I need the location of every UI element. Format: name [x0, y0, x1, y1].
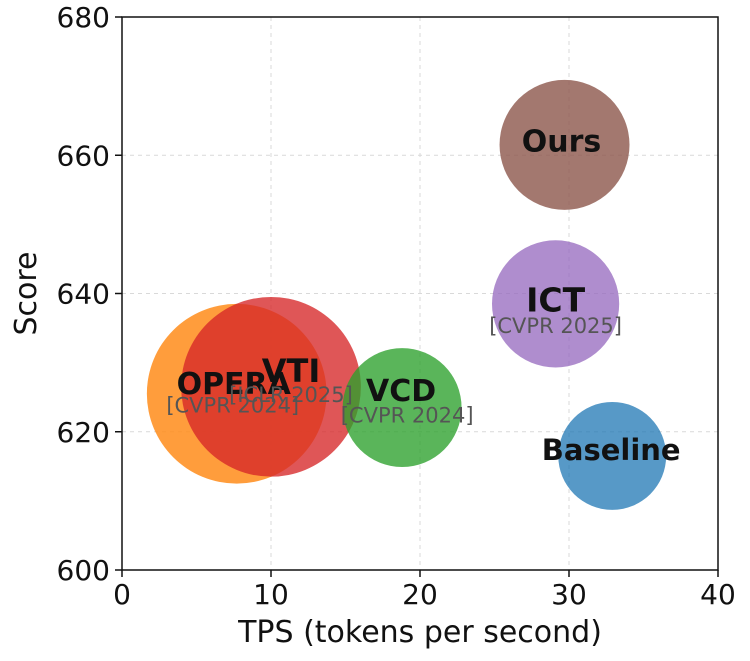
y-tick-label-620: 620	[57, 416, 110, 449]
y-tick-label-600: 600	[57, 554, 110, 587]
x-tick-label-20: 20	[402, 578, 438, 611]
venue-vcd: [CVPR 2024]	[341, 404, 474, 428]
label-baseline: Baseline	[542, 433, 681, 467]
axis-ticks: 0 10 20 30 40 600 620 640 660 680	[57, 1, 736, 611]
bubble-ict	[491, 240, 620, 368]
bubble-vcd	[342, 348, 462, 468]
bubble-baseline	[558, 402, 667, 510]
label-ours: Ours	[522, 124, 602, 159]
x-tick-label-30: 30	[551, 578, 587, 611]
label-vti: VTI	[262, 352, 321, 390]
y-tick-label-660: 660	[57, 139, 110, 172]
label-vcd: VCD	[366, 374, 436, 409]
x-axis-label: TPS (tokens per second)	[237, 615, 602, 650]
y-tick-label-640: 640	[57, 278, 110, 311]
label-opera: OPERA	[177, 367, 292, 402]
venue-vti: [ICLR 2025]	[229, 383, 353, 407]
venue-ict: [CVPR 2025]	[489, 314, 622, 338]
bubble-ours	[499, 79, 630, 210]
label-ict: ICT	[526, 280, 585, 319]
bubble-vti	[181, 296, 361, 477]
x-tick-label-10: 10	[253, 578, 289, 611]
venue-opera: [CVPR 2024]	[166, 394, 299, 418]
x-tick-label-0: 0	[113, 578, 131, 611]
x-tick-label-40: 40	[700, 578, 736, 611]
y-tick-label-680: 680	[57, 1, 110, 34]
y-axis-label: Score	[9, 251, 44, 335]
bubbles	[146, 79, 667, 510]
bubble-labels: OPERA[CVPR 2024]VTI[ICLR 2025] VCD[CVPR 2…	[166, 124, 680, 467]
